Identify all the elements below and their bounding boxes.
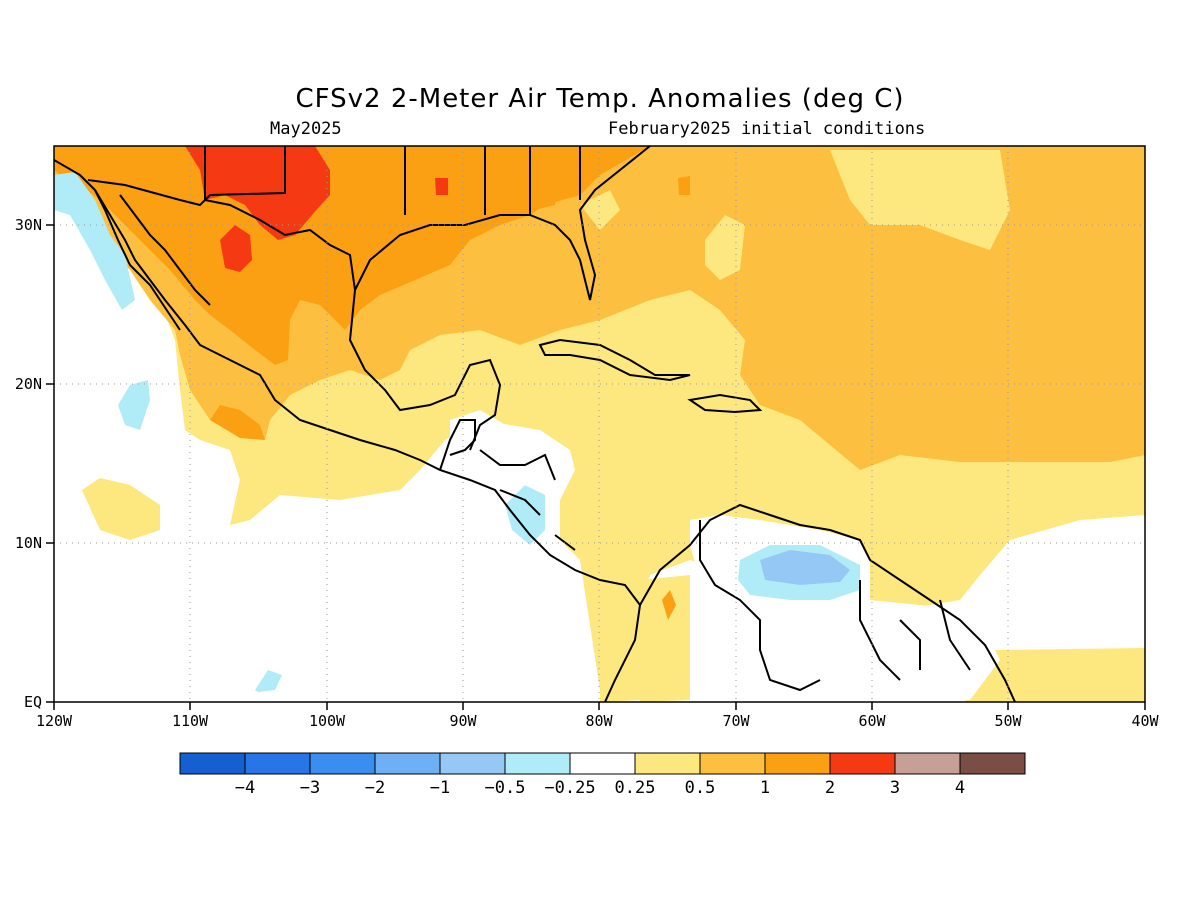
lon-label-70w: 70W	[722, 712, 750, 730]
colorbar-label: −0.5	[485, 778, 526, 798]
weak-cool-baja	[54, 172, 135, 310]
lon-label-110w: 110W	[172, 712, 209, 730]
colorbar-label: 0.5	[685, 778, 716, 798]
weak-warm-sa-strip	[640, 575, 690, 702]
weak-warm-patch-guiana	[965, 648, 1145, 702]
coastline-baja	[94, 189, 211, 331]
colorbar-label: −0.25	[544, 778, 595, 798]
border-guatemala	[439, 419, 476, 471]
mod-cool-venezuela-2	[760, 550, 850, 585]
colorbar-label: −3	[300, 778, 320, 798]
colorbar-swatch	[634, 752, 701, 775]
border-us-mexico	[87, 146, 286, 207]
lon-label-100w: 100W	[309, 712, 346, 730]
colorbar-swatch	[179, 752, 246, 775]
colorbar-swatch	[569, 752, 636, 775]
strong-warm-patch-pacific	[210, 405, 265, 440]
lon-label-120w: 120W	[36, 712, 73, 730]
colorbar-swatch	[244, 752, 311, 775]
colorbar-label: 0.25	[615, 778, 656, 798]
colorbar-label: −1	[430, 778, 450, 798]
very-warm-region-gulf	[435, 178, 448, 195]
colorbar-swatch	[764, 752, 831, 775]
strong-warm-sa-strip	[662, 590, 676, 620]
axis-ticks	[46, 224, 1146, 710]
coastline-gulf	[204, 199, 502, 451]
coastlines	[54, 146, 1016, 702]
colorbar-label: −2	[365, 778, 385, 798]
lat-label-30n: 30N	[15, 216, 42, 234]
coastline-cuba	[538, 338, 691, 382]
lon-label-80w: 80W	[585, 712, 613, 730]
map-field	[54, 146, 1145, 702]
strong-warm-patch-atl	[678, 176, 690, 195]
colorbar-swatch	[374, 752, 441, 775]
weak-cool-pacific	[118, 380, 150, 430]
weak-cool-pacific-south	[255, 670, 282, 692]
border-us-states	[204, 146, 581, 215]
weak-warm-patch-west	[82, 478, 160, 540]
lon-label-50w: 50W	[994, 712, 1022, 730]
colorbar: −4 −3 −2 −1 −0.5 −0.25 0.25 0.5 1 2 3 4	[179, 752, 1026, 798]
colorbar-label: −4	[235, 778, 255, 798]
colorbar-label: 1	[760, 778, 770, 798]
colorbar-label: 2	[825, 778, 835, 798]
border-colombia-venezuela	[699, 520, 821, 692]
colorbar-swatch	[699, 752, 766, 775]
lon-label-90w: 90W	[449, 712, 477, 730]
lat-label-20n: 20N	[15, 375, 42, 393]
lat-label-10n: 10N	[15, 534, 42, 552]
valid-month-label: May2025	[270, 119, 342, 139]
colorbar-swatch	[309, 752, 376, 775]
colorbar-swatch	[829, 752, 896, 775]
weak-warm-patch-small	[705, 215, 745, 280]
colorbar-label: 4	[955, 778, 965, 798]
coastline-hispaniola	[687, 393, 763, 414]
colorbar-swatch	[439, 752, 506, 775]
colorbar-swatch	[959, 752, 1026, 775]
map-title: CFSv2 2-Meter Air Temp. Anomalies (deg C…	[295, 84, 905, 114]
coastline-us-gulf	[354, 146, 651, 301]
colorbar-label: 3	[890, 778, 900, 798]
colorbar-swatch	[894, 752, 961, 775]
weak-cool-central-america	[505, 485, 545, 545]
strong-warm-patch-east	[530, 172, 558, 210]
initial-conditions-label: February2025 initial conditions	[608, 119, 926, 139]
very-warm-region-small	[220, 225, 252, 272]
weak-warm-patch-bahamas	[580, 190, 620, 230]
lon-label-60w: 60W	[858, 712, 886, 730]
border-guianas	[859, 580, 971, 681]
lat-label-eq: EQ	[24, 693, 42, 711]
lon-label-40w: 40W	[1131, 712, 1159, 730]
colorbar-swatch	[504, 752, 571, 775]
coastline-mexico-pacific	[54, 159, 642, 702]
weak-warm-atlantic-patch	[830, 150, 1010, 250]
